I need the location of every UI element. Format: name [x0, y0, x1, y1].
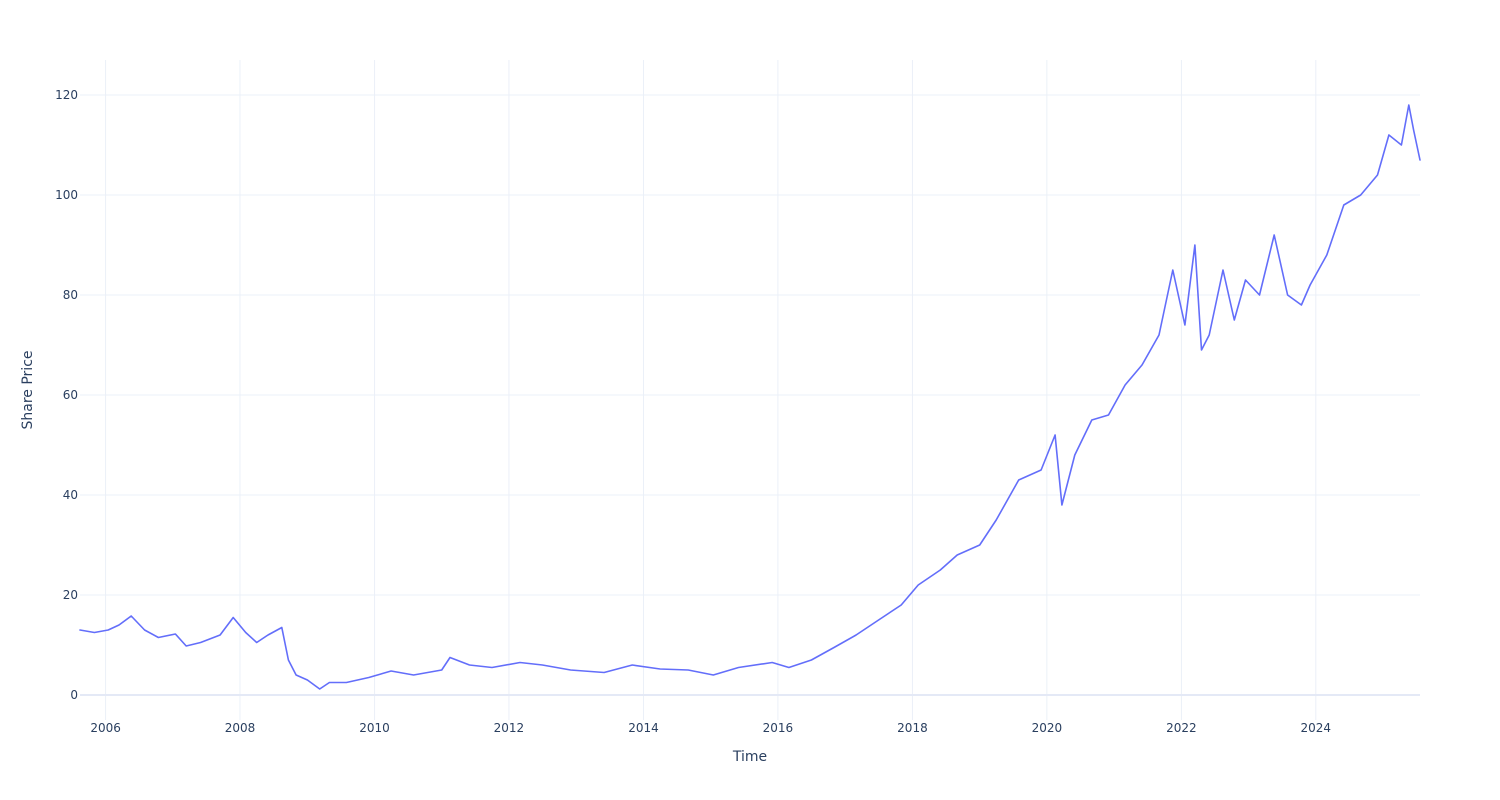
- x-tick-label: 2012: [494, 721, 525, 735]
- y-axis-ticks: 0 20 40 60 80 100 120: [55, 88, 78, 702]
- x-tick-label: 2018: [897, 721, 928, 735]
- y-tick-label: 100: [55, 188, 78, 202]
- y-tick-label: 80: [63, 288, 78, 302]
- grid: [80, 60, 1420, 720]
- x-tick-label: 2016: [763, 721, 794, 735]
- y-tick-label: 40: [63, 488, 78, 502]
- x-tick-label: 2006: [90, 721, 121, 735]
- x-axis-ticks: 2006 2008 2010 2012 2014 2016 2018 2020 2022 2024: [90, 721, 1331, 735]
- price-series-line: [79, 104, 1421, 690]
- x-axis-title: Time: [732, 749, 767, 765]
- x-tick-label: 2008: [225, 721, 256, 735]
- y-axis-title: Share Price: [20, 350, 36, 429]
- y-tick-label: 120: [55, 88, 78, 102]
- y-tick-label: 60: [63, 388, 78, 402]
- x-tick-label: 2010: [359, 721, 390, 735]
- x-tick-label: 2022: [1166, 721, 1197, 735]
- x-tick-label: 2024: [1301, 721, 1332, 735]
- y-tick-label: 20: [63, 588, 78, 602]
- x-tick-label: 2014: [628, 721, 659, 735]
- plot-area: [79, 104, 1421, 690]
- y-tick-label: 0: [70, 688, 78, 702]
- x-tick-label: 2020: [1032, 721, 1063, 735]
